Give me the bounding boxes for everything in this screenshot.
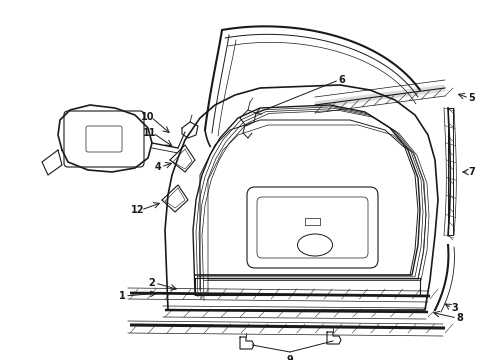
Text: 8: 8 <box>457 313 464 323</box>
Text: 10: 10 <box>141 112 155 122</box>
Text: 2: 2 <box>148 278 155 288</box>
Text: 9: 9 <box>287 355 294 360</box>
Text: 5: 5 <box>468 93 475 103</box>
Text: 4: 4 <box>155 162 161 172</box>
Text: 11: 11 <box>143 128 157 138</box>
Text: 6: 6 <box>339 75 345 85</box>
Text: 7: 7 <box>468 167 475 177</box>
Text: 12: 12 <box>131 205 145 215</box>
Text: 1: 1 <box>119 291 125 301</box>
Text: 3: 3 <box>452 303 458 313</box>
